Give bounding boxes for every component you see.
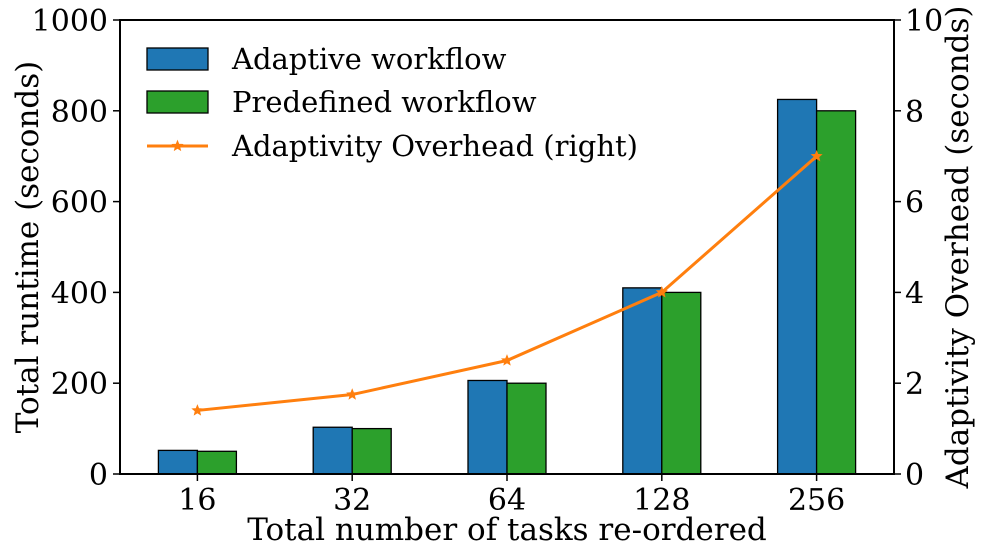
- bar-predefined-128: [661, 291, 702, 475]
- bar-adaptive-128: [622, 287, 663, 475]
- y-right-tick-label-6: 6: [905, 186, 924, 221]
- y-left-tick-label-600: 600: [51, 186, 108, 221]
- legend-label-2: Adaptivity Overhead (right): [231, 129, 638, 163]
- overhead-series-line: [197, 155, 818, 412]
- bar-predefined-64: [506, 382, 547, 475]
- x-axis-title: Total number of tasks re-ordered: [247, 512, 767, 548]
- overhead-point-128: [655, 286, 668, 298]
- overhead-point-64: [500, 354, 514, 366]
- y-left-tick-label-400: 400: [51, 276, 108, 311]
- overhead-point-16: [191, 404, 204, 416]
- x-tick-label-16: 16: [178, 483, 216, 518]
- x-tick-label-256: 256: [788, 483, 845, 518]
- bar-predefined-32: [351, 427, 392, 475]
- bar-adaptive-256: [776, 98, 818, 475]
- y-left-tick-label-200: 200: [51, 367, 108, 402]
- bar-adaptive-64: [467, 379, 508, 475]
- overhead-line-layer: [191, 149, 823, 416]
- legend-label-0: Adaptive workflow: [231, 42, 507, 76]
- bar-predefined-16: [196, 450, 238, 475]
- legend: Adaptive workflow Predefined workflow Adap…: [146, 42, 638, 163]
- y-left-tick-label-1000: 1000: [32, 4, 108, 39]
- overhead-point-256: [810, 149, 823, 162]
- y-left-tick-label-0: 0: [89, 458, 108, 493]
- legend-swatch-marker: [171, 139, 184, 152]
- y-right-tick-label-4: 4: [905, 276, 924, 311]
- x-tick-label-128: 128: [633, 483, 690, 518]
- y-right-tick-label-8: 8: [905, 95, 924, 130]
- bar-adaptive-16: [157, 449, 199, 475]
- x-tick-label-64: 64: [488, 483, 526, 518]
- y-right-tick-label-2: 2: [905, 367, 924, 402]
- legend-swatch-0: [146, 47, 209, 71]
- bar-adaptive-32: [312, 426, 353, 475]
- overhead-point-32: [346, 388, 359, 400]
- y-left-tick-label-800: 800: [51, 95, 108, 130]
- y-axis-left-title: Total runtime (seconds): [10, 61, 46, 434]
- y-right-tick-label-0: 0: [905, 458, 924, 493]
- y-right-tick-label-10: 10: [905, 4, 943, 39]
- y-axis-right-title: Adaptivity Overhead (seconds): [940, 6, 976, 490]
- y-axis-left: 0 200 400 600 800 1000: [32, 4, 120, 493]
- legend-label-1: Predefined workflow: [232, 85, 537, 119]
- x-tick-label-32: 32: [333, 483, 371, 518]
- legend-swatch-1: [146, 90, 209, 114]
- x-axis: 16 32 64 128 256: [178, 474, 845, 518]
- y-axis-right: 0 2 4 6 8 10: [894, 4, 943, 493]
- bar-predefined-256: [815, 110, 857, 475]
